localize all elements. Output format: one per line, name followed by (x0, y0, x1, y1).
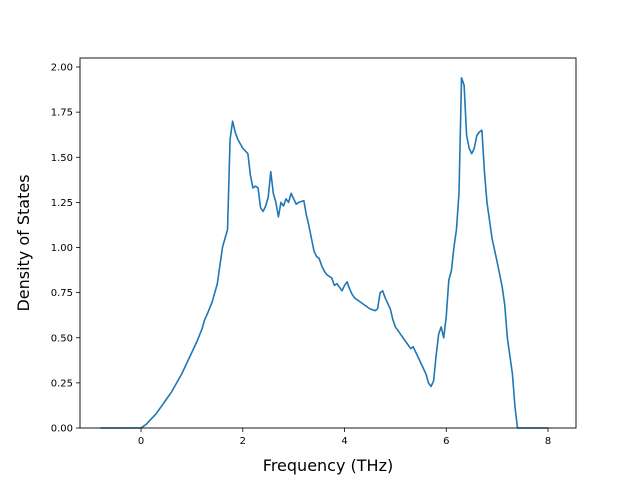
y-tick-label: 2.00 (51, 63, 73, 74)
x-tick-label: 0 (138, 436, 144, 447)
x-tick-label: 8 (545, 436, 551, 447)
y-tick-label: 0.25 (51, 378, 73, 389)
ticks: 0 2 4 6 8 0.00 0.25 0.50 0.75 1.00 1.25 1.50 1.75 2.0… (51, 63, 551, 447)
x-axis-label: Frequency (THz) (263, 456, 393, 475)
y-tick-label: 0.50 (51, 333, 73, 344)
y-tick-label: 1.50 (51, 153, 73, 164)
y-tick-label: 0.00 (51, 424, 73, 435)
plot-area (80, 58, 576, 428)
plot-frame (79, 57, 577, 429)
y-axis-label: Density of States (14, 174, 33, 311)
x-tick-label: 4 (341, 436, 347, 447)
y-tick-label: 0.75 (51, 288, 73, 299)
y-tick-label: 1.25 (51, 198, 73, 209)
y-tick-label: 1.00 (51, 243, 73, 254)
dos-series-line (100, 77, 549, 429)
y-tick-label: 1.75 (51, 108, 73, 119)
x-tick-label: 2 (240, 436, 246, 447)
x-tick-label: 6 (443, 436, 449, 447)
